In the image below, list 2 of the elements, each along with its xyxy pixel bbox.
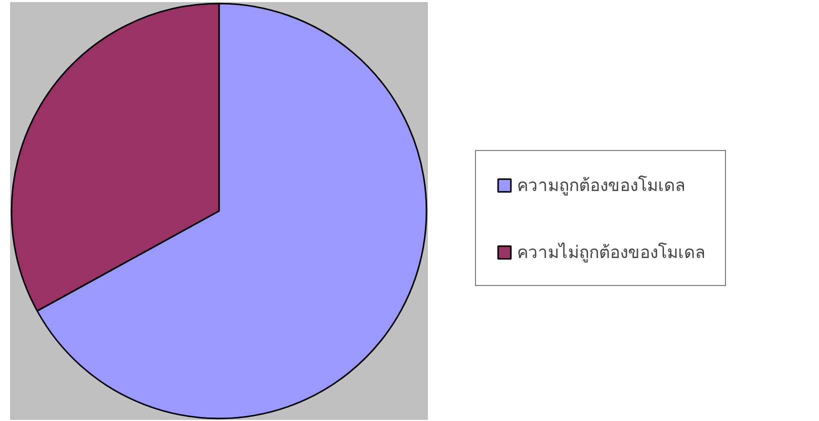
legend-label: ความถูกต้องของโมเดล xyxy=(517,174,685,198)
legend-label: ความไม่ถูกต้องของโมเดล xyxy=(517,242,705,265)
